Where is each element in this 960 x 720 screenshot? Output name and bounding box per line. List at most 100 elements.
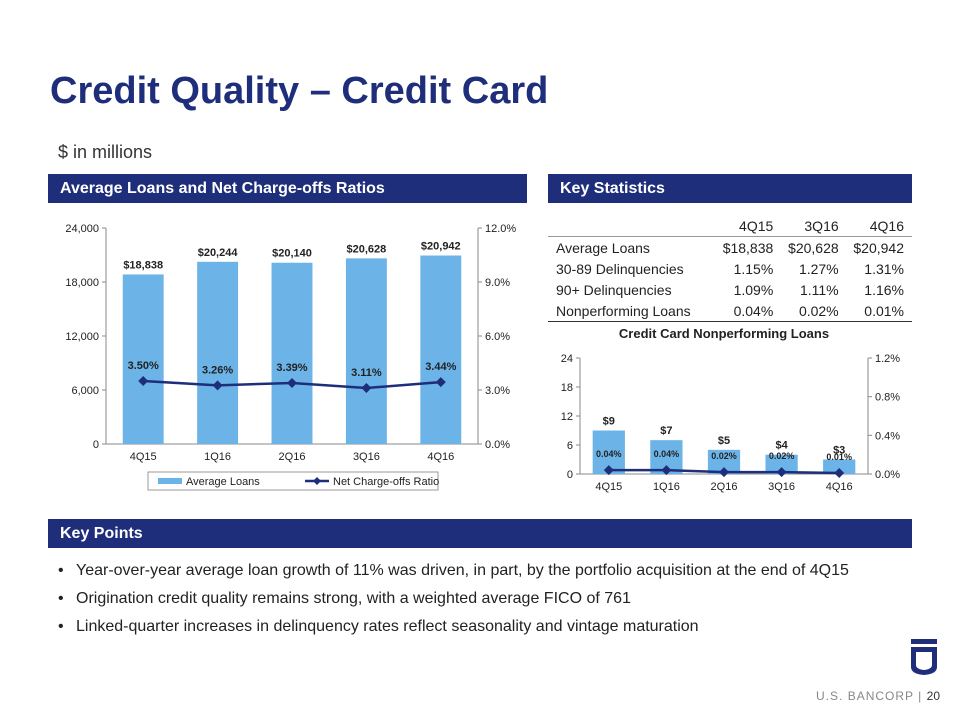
npl-ratio-marker [719,467,729,478]
loans-legend-label: Average Loans [186,476,260,488]
row-label: 30-89 Delinquencies [556,261,684,277]
table-cell: 1.11% [799,282,839,298]
npl-category-label: 2Q16 [711,481,738,493]
loans-bar-label: $20,244 [198,247,239,259]
npl-ratio-label: 0.02% [769,451,795,461]
loans-legend-swatch-marker [313,477,321,485]
npl-bar [823,459,856,474]
npl-ratio-label: 0.01% [826,452,852,462]
loans-category-label: 3Q16 [353,451,380,463]
table-row: Nonperforming Loans 0.04% 0.02% 0.01% [548,300,912,322]
loans-right-tick-label: 6.0% [485,331,510,343]
npl-bar-label: $5 [718,435,730,447]
loans-legend-swatch-bar [158,478,182,484]
footer-separator: | [918,689,923,703]
section-header-loans: Average Loans and Net Charge-offs Ratios [48,174,527,203]
npl-bar [765,454,798,474]
loans-category-label: 1Q16 [204,451,231,463]
loans-right-tick-label: 3.0% [485,385,510,397]
row-label: 90+ Delinquencies [556,282,672,298]
loans-bar-label: $20,628 [347,243,387,255]
page-number: 20 [926,689,940,703]
table-cell: $18,838 [722,240,774,256]
loans-right-tick-label: 0.0% [485,439,510,451]
bullet: • [58,562,64,579]
row-label: Average Loans [556,240,650,256]
loans-bar-label: $18,838 [123,259,163,271]
loans-legend-box [147,471,439,491]
footer-brand: U.S. BANCORP [816,689,914,703]
npl-left-tick-label: 18 [561,382,573,394]
npl-right-tick-label: 0.4% [875,430,900,442]
loans-left-tick-label: 18,000 [65,277,99,289]
table-row: 90+ Delinquencies 1.09% 1.11% 1.16% [548,279,912,300]
loans-ratio-marker [435,377,446,388]
list-item: • Origination credit quality remains stro… [58,588,849,616]
loans-legend-label: Net Charge-offs Ratio [333,476,439,488]
loans-ratio-label: 3.26% [202,364,233,376]
loans-ratio-label: 3.11% [351,367,382,379]
npl-ratio-marker [776,467,787,478]
loans-bar [197,261,239,444]
npl-category-label: 4Q16 [826,481,853,493]
section-header-key-statistics: Key Statistics [548,174,912,203]
bullet: • [58,618,64,635]
key-point-text: Linked-quarter increases in delinquency … [76,618,699,635]
table-cell: $20,628 [788,240,839,256]
table-header: 4Q15 [739,217,774,234]
npl-ratio-label: 0.04% [596,449,622,459]
table-header-row: 4Q15 3Q16 4Q16 [548,214,912,237]
npl-left-tick-label: 0 [567,469,573,481]
loans-bar [345,258,387,444]
loans-ratio-marker [138,376,149,386]
npl-left-tick-label: 6 [567,440,573,452]
loans-ratio-marker [287,377,297,388]
loans-ratio-label: 3.44% [425,361,456,373]
npl-left-tick-label: 12 [561,411,573,423]
table-cell: $20,942 [853,240,904,256]
table-cell: 1.15% [733,261,774,277]
page-title: Credit Quality – Credit Card [50,70,549,112]
loans-bar [122,274,164,444]
loans-left-tick-label: 24,000 [65,223,99,235]
loans-left-tick-label: 12,000 [65,331,99,343]
key-statistics-table: 4Q15 3Q16 4Q16 Average Loans $18,838 $20… [548,214,912,322]
bullet: • [58,590,64,607]
npl-bar-label: $7 [660,425,672,437]
table-row: 30-89 Delinquencies 1.15% 1.27% 1.31% [548,258,912,279]
key-point-text: Origination credit quality remains stron… [76,590,631,607]
table-cell: 0.01% [864,303,904,319]
table-cell: 1.16% [864,282,904,298]
npl-bar-label: $9 [603,416,615,428]
loans-category-label: 2Q16 [279,451,306,463]
npl-bar-label: $4 [775,440,788,452]
npl-ratio-label: 0.04% [654,449,680,459]
loans-category-label: 4Q15 [130,451,157,463]
table-header: 3Q16 [804,217,839,234]
npl-category-label: 3Q16 [768,481,795,493]
npl-ratio-marker [661,465,672,476]
loans-right-tick-label: 9.0% [485,277,510,289]
loans-bar [271,262,313,444]
table-cell: 1.27% [798,261,839,277]
npl-ratio-marker [603,465,614,476]
npl-right-tick-label: 1.2% [875,353,900,365]
npl-right-tick-label: 0.0% [875,469,900,481]
average-loans-chart: 0 6,000 12,000 18,000 24,000 0.0% 3.0% 6.0% 9.0%… [65,223,516,491]
nonperforming-loans-chart: Credit Card Nonperforming Loans 0 6 12 18 24 0… [561,326,901,493]
loans-ratio-marker [212,380,223,391]
footer: U.S. BANCORP | 20 [816,689,940,703]
section-header-key-points: Key Points [48,519,912,548]
loans-right-tick-label: 12.0% [485,223,516,235]
npl-left-tick-label: 24 [561,353,573,365]
npl-category-label: 1Q16 [653,481,680,493]
table-cell: 1.09% [733,282,774,298]
loans-left-tick-label: 6,000 [71,385,99,397]
units-subtitle: $ in millions [58,142,153,162]
loans-bar-label: $20,942 [421,241,461,253]
npl-ratio-marker [834,468,845,479]
list-item: • Year-over-year average loan growth of 1… [58,560,849,588]
row-label: Nonperforming Loans [556,303,691,319]
key-point-text: Year-over-year average loan growth of 11… [76,562,849,579]
table-cell: 0.04% [733,303,774,319]
